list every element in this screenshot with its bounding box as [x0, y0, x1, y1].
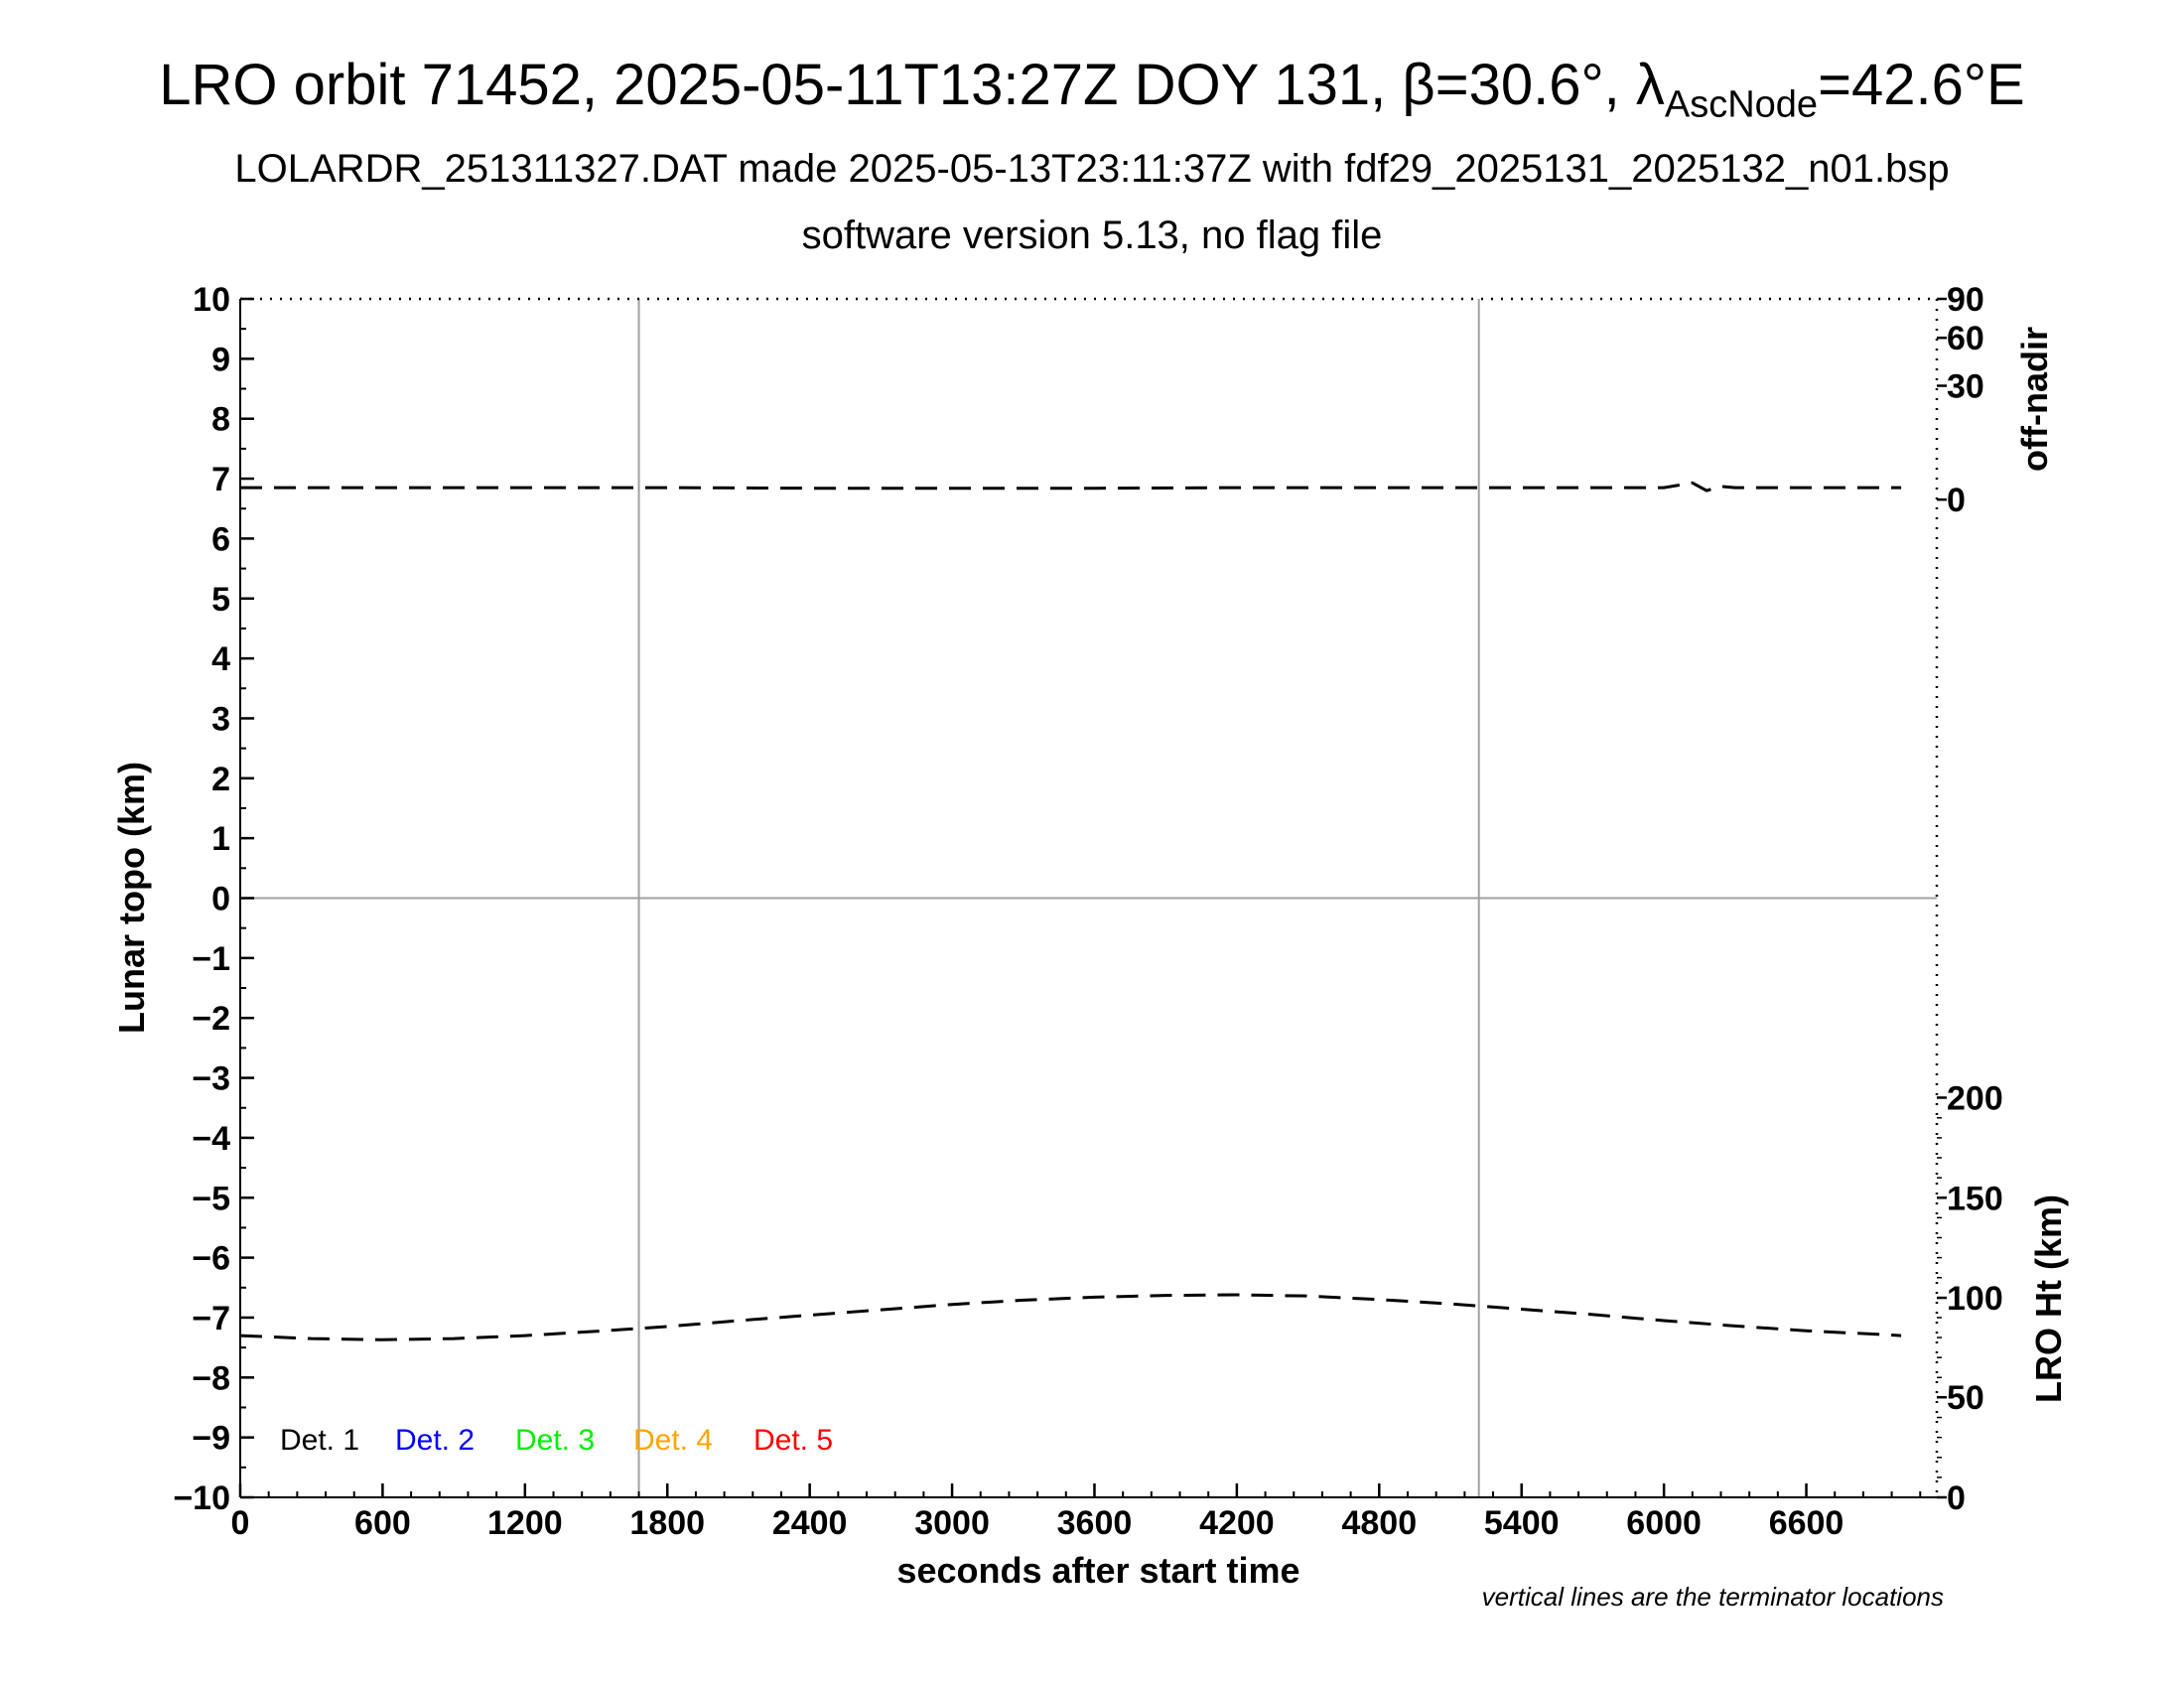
off-nadir-tick-label: 90	[1947, 281, 1984, 319]
series-line-off-nadir	[240, 481, 1902, 492]
legend-entry: Det. 1	[280, 1424, 359, 1457]
y-tick-label: −4	[192, 1120, 230, 1158]
y-tick-label: −3	[192, 1060, 230, 1098]
lro-ht-tick-label: 0	[1947, 1479, 1966, 1517]
series-line-lro-ht	[239, 1293, 1902, 1341]
y-tick-label: −8	[192, 1359, 230, 1397]
y-tick-label: −1	[192, 940, 230, 978]
lro-ht-tick-label: 150	[1947, 1180, 2003, 1217]
y-tick-label: 4	[211, 640, 230, 678]
y-axis-title-left: Lunar topo (km)	[111, 762, 152, 1034]
chart-subtitle-2: software version 5.13, no flag file	[801, 213, 1383, 257]
y-tick-label: 9	[211, 341, 230, 378]
off-nadir-tick-label: 30	[1947, 368, 1984, 406]
x-tick-label: 1200	[487, 1504, 563, 1542]
chart-subtitle: LOLARDR_251311327.DAT made 2025-05-13T23…	[234, 147, 1950, 191]
y-tick-label: −5	[192, 1180, 230, 1217]
y-tick-label: −2	[192, 1000, 230, 1038]
y-axis-title-right-bottom: LRO Ht (km)	[2028, 1195, 2069, 1403]
legend-entry: Det. 4	[633, 1424, 713, 1457]
legend-entry: Det. 2	[395, 1424, 475, 1457]
off-nadir-tick-label: 0	[1947, 482, 1966, 519]
chart-title-subscript: AscNode	[1664, 83, 1819, 126]
y-tick-label: −6	[192, 1240, 230, 1278]
y-tick-label: 3	[211, 700, 230, 738]
x-tick-label: 600	[354, 1504, 411, 1542]
lro-ht-tick-label: 50	[1947, 1379, 1984, 1417]
x-tick-label: 3600	[1057, 1504, 1133, 1542]
chart-title: LRO orbit 71452, 2025-05-11T13:27Z DOY 1…	[159, 53, 2025, 126]
y-tick-label: 2	[211, 761, 230, 798]
lro-ht-tick-label: 200	[1947, 1079, 2003, 1117]
y-tick-label: −9	[192, 1420, 230, 1458]
terminator-note: vertical lines are the terminator locati…	[1482, 1582, 1944, 1612]
y-tick-label: 5	[211, 581, 230, 619]
x-tick-label: 0	[231, 1504, 250, 1542]
y-axis-title-right-top: off-nadir	[2014, 327, 2055, 472]
y-tick-label: 0	[211, 881, 230, 918]
x-tick-label: 6600	[1769, 1504, 1844, 1542]
y-tick-label: 6	[211, 520, 230, 558]
x-tick-label: 4200	[1199, 1504, 1275, 1542]
legend-entry: Det. 3	[515, 1424, 595, 1457]
y-tick-label: −7	[192, 1300, 230, 1337]
y-tick-label: −10	[173, 1479, 230, 1517]
y-tick-label: 1	[211, 820, 230, 858]
y-tick-label: 8	[211, 401, 230, 439]
x-tick-label: 4800	[1341, 1504, 1417, 1542]
x-tick-label: 2400	[772, 1504, 848, 1542]
x-tick-label: 1800	[629, 1504, 705, 1542]
x-tick-label: 5400	[1484, 1504, 1560, 1542]
x-axis-title: seconds after start time	[896, 1550, 1299, 1591]
x-tick-label: 3000	[914, 1504, 990, 1542]
legend-entry: Det. 5	[753, 1424, 833, 1457]
off-nadir-tick-label: 60	[1947, 320, 1984, 357]
y-tick-label: 10	[193, 281, 230, 319]
y-tick-label: 7	[211, 461, 230, 498]
x-tick-label: 6000	[1626, 1504, 1702, 1542]
lro-ht-tick-label: 100	[1947, 1280, 2003, 1318]
